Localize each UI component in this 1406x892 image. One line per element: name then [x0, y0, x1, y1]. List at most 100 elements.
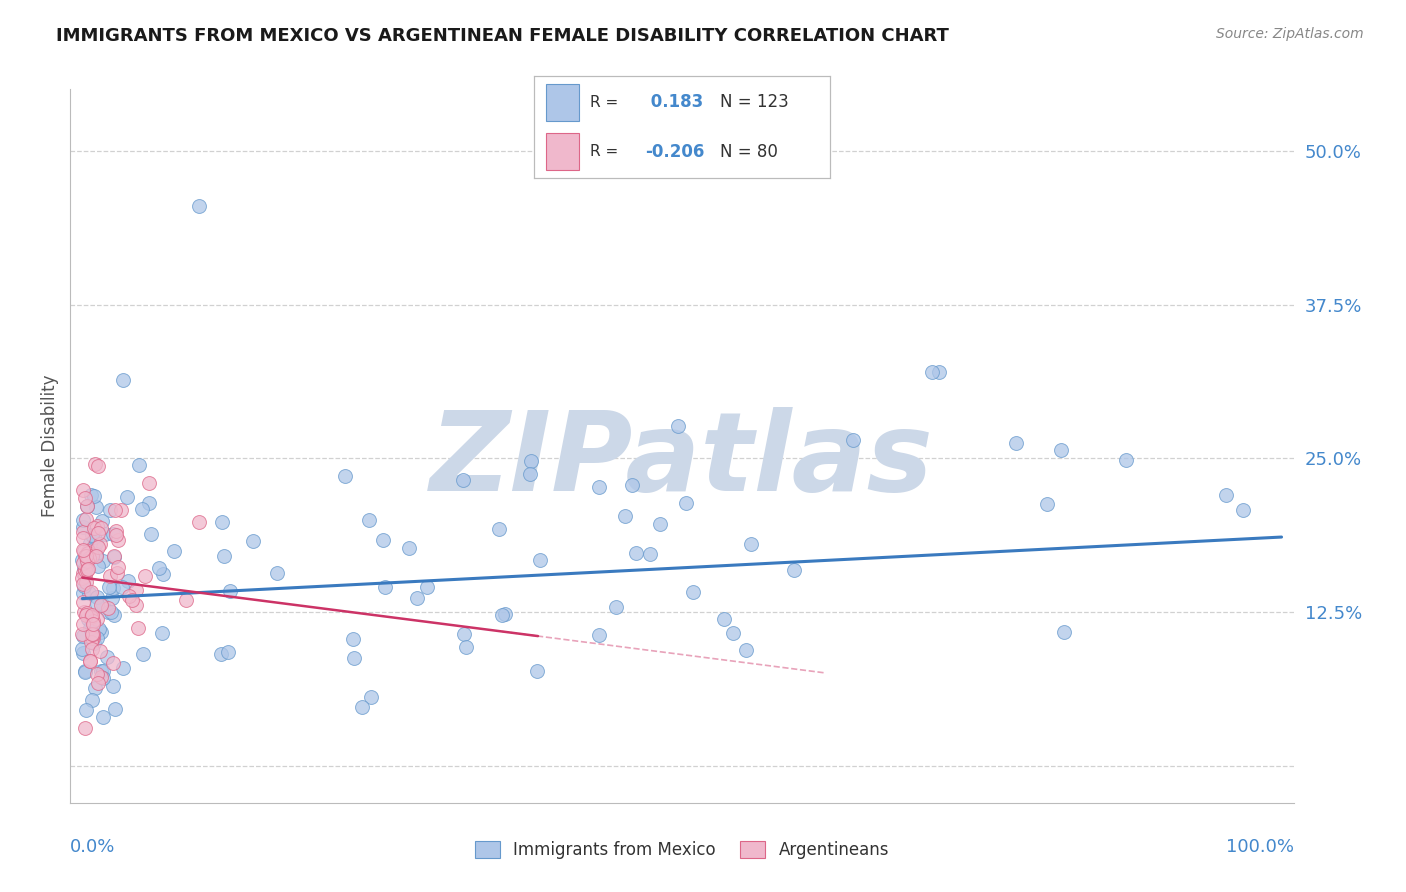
- Point: [82, 607, 104, 622]
- Point: [82, 631, 104, 645]
- Text: 100.0%: 100.0%: [1226, 838, 1294, 856]
- Point: [76, 544, 98, 558]
- Point: [90, 625, 112, 640]
- Point: [398, 541, 420, 556]
- Point: [73, 721, 96, 735]
- Point: [614, 508, 637, 523]
- Point: [98, 580, 121, 594]
- Point: [73, 563, 96, 577]
- Point: [82, 627, 104, 641]
- Point: [783, 563, 806, 577]
- Point: [373, 533, 395, 547]
- Point: [360, 690, 382, 704]
- Point: [80, 620, 103, 634]
- Point: [138, 475, 160, 490]
- Point: [605, 600, 627, 615]
- Text: Source: ZipAtlas.com: Source: ZipAtlas.com: [1216, 27, 1364, 41]
- Point: [211, 515, 233, 529]
- Point: [342, 651, 364, 665]
- Point: [72, 594, 94, 608]
- Point: [841, 434, 863, 448]
- Text: 0.0%: 0.0%: [70, 838, 115, 856]
- Point: [72, 543, 94, 558]
- Point: [91, 709, 114, 723]
- Point: [72, 566, 94, 580]
- Point: [89, 537, 111, 551]
- Point: [77, 550, 100, 565]
- Point: [73, 562, 96, 576]
- Point: [72, 629, 94, 643]
- Point: [134, 569, 156, 583]
- Point: [219, 583, 242, 598]
- Point: [91, 598, 114, 612]
- Point: [342, 632, 364, 646]
- Point: [72, 556, 94, 570]
- Point: [86, 590, 108, 604]
- Point: [103, 608, 125, 623]
- Point: [80, 692, 103, 706]
- Bar: [546, 133, 579, 170]
- Point: [176, 593, 198, 607]
- Point: [72, 627, 94, 641]
- Point: [103, 550, 125, 565]
- Point: [666, 419, 689, 434]
- Point: [84, 547, 107, 561]
- Point: [75, 512, 97, 526]
- Legend: Immigrants from Mexico, Argentineans: Immigrants from Mexico, Argentineans: [468, 834, 896, 866]
- Point: [1053, 625, 1076, 640]
- Point: [638, 547, 661, 561]
- Point: [75, 568, 97, 582]
- Point: [104, 702, 127, 716]
- Point: [374, 580, 396, 594]
- Point: [84, 681, 107, 695]
- Point: [86, 535, 108, 549]
- Point: [72, 519, 94, 533]
- Point: [80, 609, 103, 624]
- Point: [675, 496, 697, 510]
- Point: [111, 580, 134, 594]
- Point: [73, 544, 96, 558]
- Point: [125, 598, 148, 612]
- Point: [217, 645, 239, 659]
- Point: [86, 519, 108, 533]
- Point: [76, 499, 98, 513]
- Point: [209, 647, 232, 661]
- Point: [82, 632, 104, 646]
- Point: [148, 560, 170, 574]
- Point: [103, 549, 125, 563]
- Point: [82, 626, 104, 640]
- Point: [138, 496, 160, 510]
- Point: [83, 636, 105, 650]
- Point: [82, 616, 104, 631]
- Point: [82, 614, 104, 628]
- Point: [110, 503, 132, 517]
- Point: [152, 626, 174, 640]
- Point: [266, 566, 288, 581]
- Point: [90, 520, 112, 534]
- Point: [72, 577, 94, 591]
- Point: [87, 541, 110, 555]
- Point: [84, 458, 107, 472]
- Point: [84, 549, 107, 563]
- Point: [118, 589, 141, 603]
- Point: [713, 613, 735, 627]
- Point: [529, 552, 551, 566]
- Point: [132, 647, 155, 661]
- Point: [454, 640, 477, 654]
- Text: 0.183: 0.183: [645, 94, 703, 112]
- Point: [90, 664, 112, 678]
- Point: [139, 527, 162, 541]
- Point: [87, 623, 110, 637]
- Point: [734, 643, 756, 657]
- Point: [453, 473, 475, 487]
- Point: [519, 467, 541, 482]
- Point: [89, 644, 111, 658]
- Point: [115, 490, 138, 504]
- Point: [350, 699, 373, 714]
- Point: [488, 522, 510, 536]
- Point: [77, 562, 100, 576]
- Point: [112, 661, 135, 675]
- Point: [79, 654, 101, 668]
- Point: [121, 592, 143, 607]
- Point: [84, 500, 107, 514]
